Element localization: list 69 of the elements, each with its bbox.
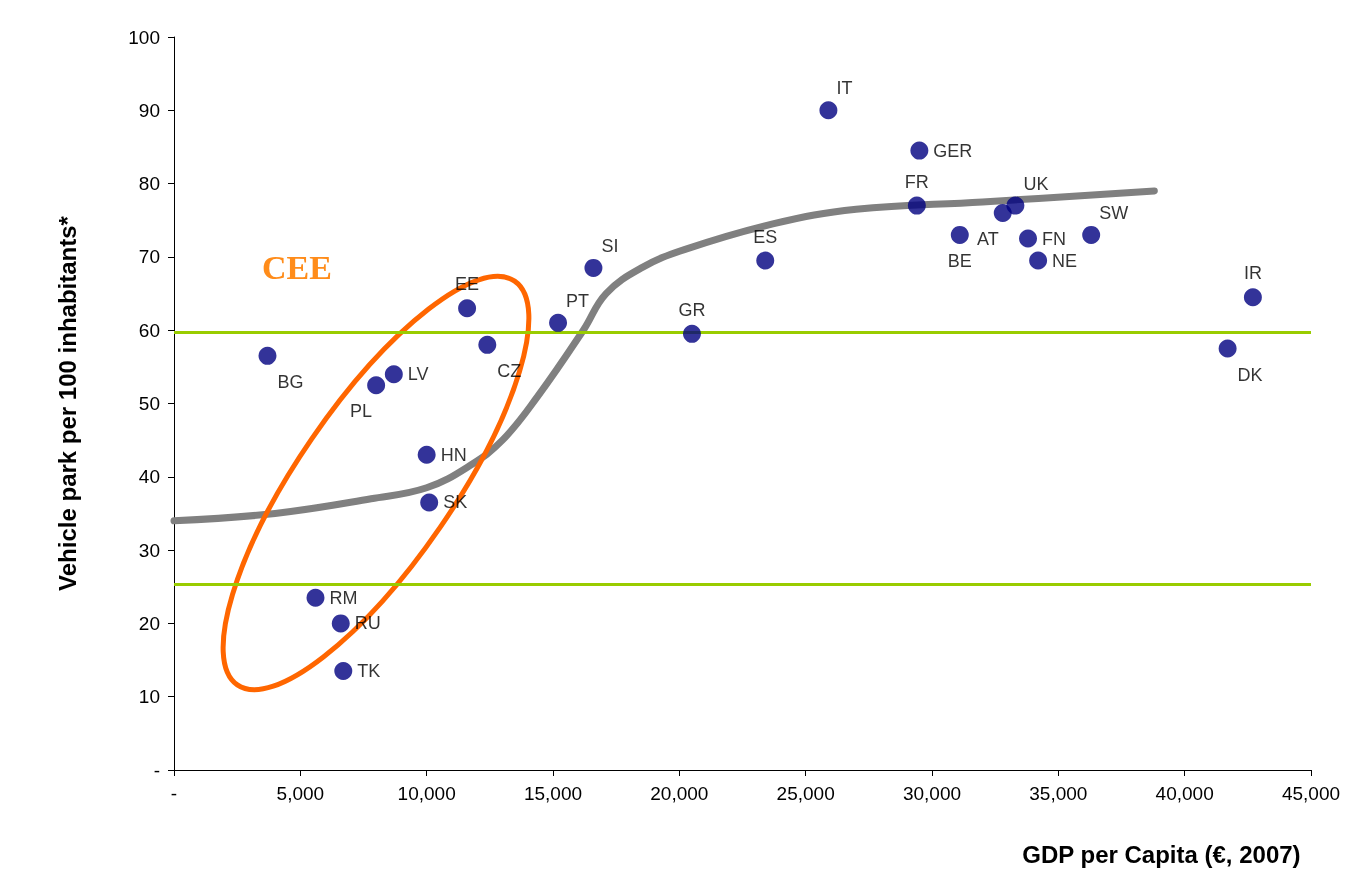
annotation: NE xyxy=(1052,250,1078,271)
y-axis-title: Vehicle park per 100 inhabitants* xyxy=(53,215,81,591)
point xyxy=(819,101,838,120)
annotation: BG xyxy=(277,371,304,392)
point xyxy=(549,313,568,332)
x-tick-label: 15,000 xyxy=(523,783,583,804)
annotation: LV xyxy=(407,364,429,385)
point xyxy=(306,588,325,607)
point xyxy=(756,251,775,270)
point xyxy=(331,614,350,633)
point xyxy=(384,365,403,384)
point xyxy=(1019,229,1038,248)
x-tick-label: 45,000 xyxy=(1281,783,1341,804)
x-tick-label: 10,000 xyxy=(397,783,456,804)
y-tick-label: 60 xyxy=(138,319,160,341)
annotation: GER xyxy=(933,140,973,161)
annotation: FN xyxy=(1042,228,1067,249)
point xyxy=(478,335,497,354)
x-tick-label: 5,000 xyxy=(276,783,325,804)
point xyxy=(1243,288,1262,307)
point xyxy=(1082,225,1101,244)
y-tick-label: 40 xyxy=(138,466,160,488)
point xyxy=(1006,196,1025,215)
point xyxy=(1029,251,1048,270)
x-tick-label: 30,000 xyxy=(902,783,962,804)
point xyxy=(367,376,386,395)
annotation: UK xyxy=(1023,173,1049,194)
annotation: IT xyxy=(836,78,853,99)
annotation: PT xyxy=(566,290,590,311)
annotation: CEE xyxy=(262,248,332,286)
annotation: DK xyxy=(1237,364,1263,385)
point xyxy=(910,141,929,160)
annotation: HN xyxy=(440,444,467,465)
y-tick-label: 30 xyxy=(138,539,160,561)
y-tick-label: 20 xyxy=(138,612,160,634)
point xyxy=(258,346,277,365)
annotation: BE xyxy=(947,250,972,271)
point xyxy=(417,445,436,464)
point xyxy=(1218,339,1237,358)
x-axis-title: GDP per Capita (€, 2007) xyxy=(1022,840,1301,868)
y-tick-label: 100 xyxy=(128,26,160,48)
x-tick-label: 25,000 xyxy=(776,783,835,804)
y-tick-label: 10 xyxy=(138,686,160,708)
annotation: TK xyxy=(357,661,381,682)
point xyxy=(420,493,439,512)
y-tick-label: 50 xyxy=(138,393,160,414)
y-tick-label: 90 xyxy=(138,99,160,121)
point xyxy=(334,662,353,681)
annotation: SI xyxy=(601,235,619,256)
annotation: AT xyxy=(977,228,999,249)
y-tick-label: 70 xyxy=(138,246,160,268)
point xyxy=(950,225,969,244)
point xyxy=(458,299,477,318)
annotation: RM xyxy=(329,587,358,608)
annotation: IR xyxy=(1243,263,1262,284)
annotation: GR xyxy=(678,299,706,320)
annotation: ES xyxy=(753,226,778,247)
x-tick-label: - xyxy=(170,783,178,804)
annotation: PL xyxy=(350,401,373,422)
y-tick-label: 80 xyxy=(138,173,160,195)
y-tick-label: - xyxy=(153,759,160,781)
x-tick-label: 35,000 xyxy=(1029,783,1088,804)
point xyxy=(907,196,926,215)
annotation: SW xyxy=(1099,202,1129,223)
x-tick-label: 20,000 xyxy=(650,783,709,804)
x-tick-label: 40,000 xyxy=(1155,783,1214,804)
annotation: FR xyxy=(904,171,929,192)
point xyxy=(584,258,603,277)
point xyxy=(682,324,701,343)
